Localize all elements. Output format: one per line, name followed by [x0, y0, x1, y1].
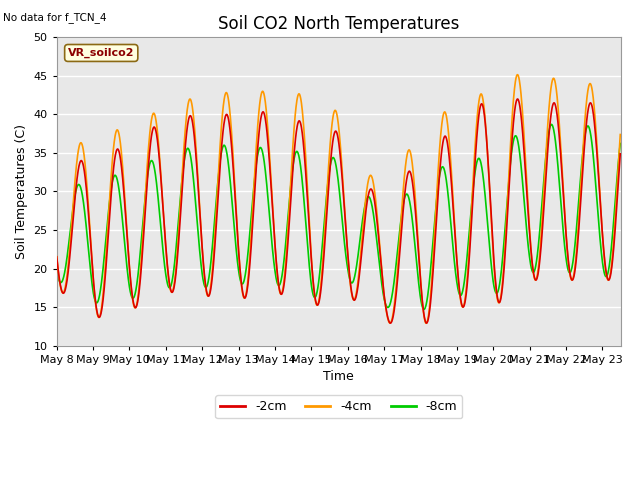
X-axis label: Time: Time [323, 370, 354, 383]
Title: Soil CO2 North Temperatures: Soil CO2 North Temperatures [218, 15, 460, 33]
Text: No data for f_TCN_4: No data for f_TCN_4 [3, 12, 107, 23]
Y-axis label: Soil Temperatures (C): Soil Temperatures (C) [15, 124, 28, 259]
Legend: -2cm, -4cm, -8cm: -2cm, -4cm, -8cm [215, 395, 462, 418]
Text: VR_soilco2: VR_soilco2 [68, 48, 134, 58]
